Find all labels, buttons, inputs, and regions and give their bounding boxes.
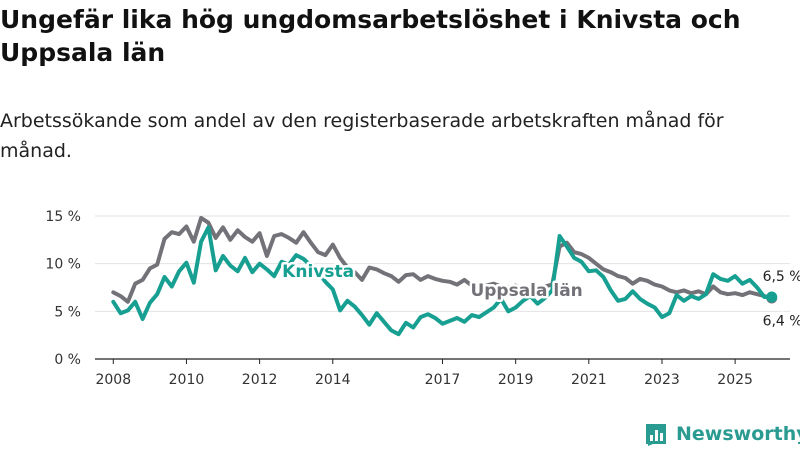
end-value-label-knivsta: 6,5 % [763, 269, 800, 285]
x-tick-label: 2023 [644, 372, 680, 388]
series-line-uppsala-lan [111, 215, 774, 304]
x-tick-label: 2012 [242, 372, 278, 388]
x-tick-label: 2017 [425, 372, 461, 388]
series-label-knivsta: Knivsta [282, 262, 354, 282]
x-tick-label: 2010 [169, 372, 205, 388]
bar-chart-icon [646, 424, 666, 446]
series-line-knivsta [111, 225, 774, 337]
series-labels: Uppsala län Knivsta 6,5 % 6,4 % [280, 260, 800, 332]
line-chart: 0 %5 %10 %15 % 2008 2010 2012 2014 2017 2019 2… [45, 209, 800, 388]
y-tick-label: 10 % [45, 257, 81, 273]
newsworthy-logo: Newsworthy [644, 420, 800, 448]
gridlines [95, 215, 790, 360]
chart-subtitle: Arbetssökande som andel av den registerb… [0, 110, 724, 162]
x-axis-ticks: 2008 2010 2012 2014 2017 2019 2021 2023 2025 [95, 359, 753, 388]
x-tick-label: 2019 [498, 372, 534, 388]
x-tick-label: 2021 [571, 372, 607, 388]
x-tick-label: 2025 [717, 372, 753, 388]
y-tick-label: 0 % [54, 352, 81, 368]
y-tick-label: 5 % [54, 304, 81, 320]
x-tick-label: 2008 [95, 372, 131, 388]
y-tick-label: 15 % [45, 209, 81, 225]
series-lines [111, 215, 778, 337]
brand-name: Newsworthy [676, 423, 800, 445]
end-point-marker [766, 291, 778, 303]
chart-title: Ungefär lika hög ungdomsarbetslöshet i K… [0, 5, 741, 67]
y-axis-ticks: 0 % 5 % 10 % 15 % [45, 209, 81, 368]
series-label-uppsala-lan: Uppsala län [470, 281, 582, 301]
x-tick-label: 2014 [315, 372, 351, 388]
end-value-label-uppsala-lan: 6,4 % [763, 314, 800, 330]
